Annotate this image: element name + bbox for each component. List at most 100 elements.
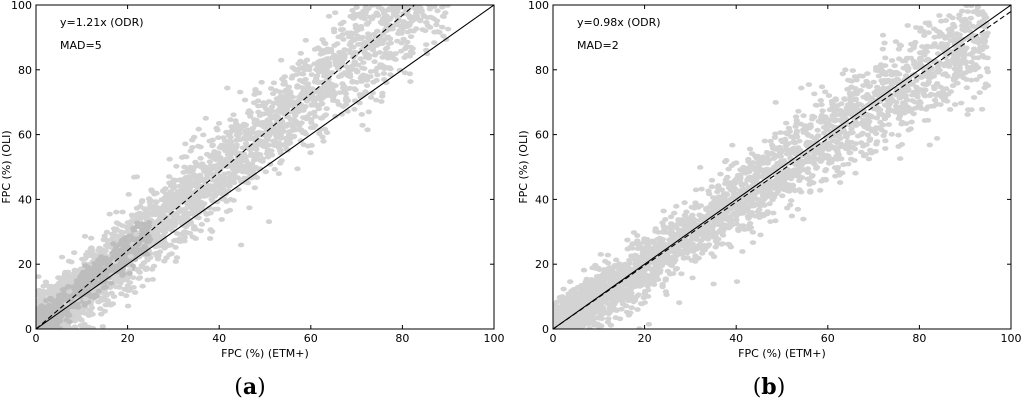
data-point-outlier — [206, 236, 214, 241]
data-point — [386, 17, 394, 22]
data-point — [735, 228, 742, 234]
data-point — [130, 285, 137, 290]
data-point — [396, 28, 403, 33]
data-point — [206, 138, 213, 144]
data-point — [270, 80, 278, 86]
x-tick-label: 60 — [304, 332, 318, 345]
data-point — [36, 274, 42, 279]
data-point — [161, 230, 168, 236]
data-point-dense — [84, 283, 92, 289]
y-tick-label: 80 — [18, 64, 32, 77]
data-point — [277, 96, 285, 102]
data-point — [286, 135, 294, 141]
data-point — [430, 16, 437, 22]
data-point — [361, 50, 369, 56]
data-point — [103, 229, 111, 235]
data-point — [71, 250, 78, 256]
data-point — [341, 70, 348, 75]
data-point-outlier — [182, 191, 190, 197]
data-point-outlier — [144, 256, 151, 262]
data-point — [206, 159, 214, 165]
data-point — [213, 153, 220, 159]
data-point — [65, 258, 73, 264]
data-point — [156, 249, 164, 255]
data-point — [911, 99, 919, 105]
data-point — [209, 198, 216, 204]
data-point — [124, 220, 132, 226]
data-point-dense — [98, 254, 105, 260]
data-point — [196, 177, 203, 182]
data-point — [180, 170, 187, 175]
data-point — [242, 165, 249, 171]
data-point — [313, 103, 320, 108]
data-point — [222, 148, 229, 154]
data-point — [427, 25, 434, 30]
data-point — [409, 18, 416, 24]
data-point — [110, 294, 118, 299]
data-point — [106, 211, 113, 217]
data-point — [372, 51, 379, 56]
x-tick-label: 100 — [484, 332, 505, 345]
data-point — [189, 137, 196, 143]
data-point-outlier — [212, 166, 219, 172]
data-point-outlier — [319, 101, 326, 107]
data-point — [841, 97, 848, 102]
data-point — [771, 135, 779, 140]
data-point — [404, 39, 411, 45]
data-point — [392, 51, 399, 56]
data-point-outlier — [338, 59, 345, 65]
data-point — [417, 17, 424, 23]
data-point — [277, 148, 284, 154]
data-point — [184, 185, 192, 190]
data-point — [256, 140, 263, 146]
data-point — [353, 5, 360, 10]
data-point — [126, 280, 134, 285]
data-point — [311, 109, 318, 115]
data-point — [109, 301, 117, 307]
data-point-outlier — [326, 63, 333, 69]
data-point-outlier — [135, 276, 142, 281]
data-point — [351, 59, 358, 65]
data-point — [807, 133, 815, 139]
data-point — [346, 71, 354, 77]
data-point — [103, 237, 110, 243]
data-point-dense — [53, 321, 61, 327]
data-point-dense — [102, 284, 110, 290]
data-point — [88, 235, 95, 241]
data-point — [424, 15, 431, 20]
data-point — [241, 97, 249, 103]
data-point — [93, 253, 100, 259]
data-point-dense — [66, 313, 73, 318]
one-to-one-line — [36, 5, 494, 329]
data-point — [384, 7, 392, 13]
data-point-dense — [136, 238, 144, 244]
data-point — [319, 95, 327, 100]
data-point — [321, 126, 329, 132]
data-point — [175, 190, 182, 196]
data-point — [173, 163, 180, 169]
data-point — [359, 122, 366, 128]
data-point-outlier — [61, 273, 68, 279]
data-point — [301, 104, 309, 110]
data-point — [964, 112, 971, 117]
data-point — [277, 160, 284, 166]
data-point-dense — [139, 227, 146, 233]
data-point — [252, 157, 259, 162]
data-point — [88, 305, 96, 311]
data-point-outlier — [66, 289, 73, 294]
data-point — [155, 253, 162, 259]
data-point — [398, 40, 405, 46]
data-point — [293, 72, 300, 77]
data-point — [184, 199, 191, 205]
data-point-outlier — [243, 128, 250, 133]
data-point — [383, 80, 390, 86]
data-point — [379, 16, 387, 22]
data-point — [365, 109, 372, 115]
data-point — [71, 324, 78, 329]
data-point — [289, 65, 296, 70]
data-point — [223, 209, 231, 215]
data-point — [203, 211, 210, 216]
data-point — [137, 215, 145, 221]
data-point — [366, 42, 374, 48]
